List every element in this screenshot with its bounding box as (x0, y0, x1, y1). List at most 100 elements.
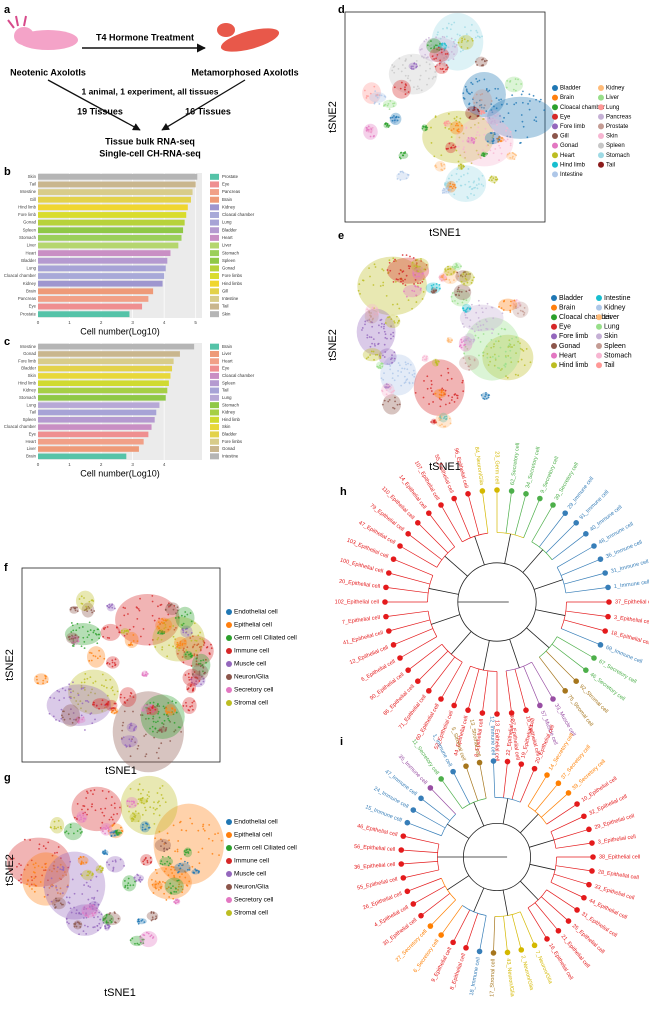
branch (453, 498, 471, 538)
cell-point (495, 107, 498, 110)
cell-point (146, 707, 149, 709)
cell-point (157, 712, 159, 715)
cell-point (445, 190, 448, 193)
cell-cluster (449, 121, 464, 135)
legend-label: Cloacal chamber (559, 314, 612, 321)
cell-point (151, 883, 154, 886)
cell-point (53, 903, 56, 906)
cell-point (514, 305, 517, 308)
cell-point (453, 21, 456, 24)
cell-cluster (43, 851, 106, 920)
cell-point (477, 329, 480, 332)
cell-point (52, 715, 55, 718)
cell-point (447, 120, 450, 123)
cell-point (177, 885, 180, 888)
cell-point (367, 356, 370, 359)
cell-point (469, 185, 472, 188)
cell-point (462, 140, 464, 143)
cell-point (450, 50, 453, 53)
bar (38, 280, 163, 287)
branch (403, 835, 439, 845)
branch (503, 761, 508, 798)
cell-point (499, 369, 502, 371)
cell-point (467, 92, 470, 95)
cell-cluster (484, 131, 501, 145)
cell-point (448, 142, 451, 145)
cell-point (138, 783, 141, 786)
cell-point (156, 638, 159, 641)
cell-point (392, 280, 395, 283)
cell-cluster (485, 110, 502, 125)
cell-point (77, 703, 80, 706)
cell-point (90, 659, 93, 662)
cell-point (30, 876, 33, 878)
cell-point (60, 878, 62, 881)
cell-point (138, 920, 141, 923)
cell-point (203, 641, 206, 644)
cell-point (182, 649, 185, 652)
leaf-node (465, 707, 471, 713)
cell-point (159, 862, 162, 865)
cell-point (108, 603, 111, 606)
cell-cluster (455, 116, 514, 167)
cell-point (105, 920, 108, 923)
cell-point (412, 256, 415, 259)
cell-point (440, 51, 443, 54)
legend-label: Eye (222, 366, 230, 371)
cell-point (379, 366, 382, 369)
cell-point (176, 848, 179, 851)
cell-point (380, 94, 383, 97)
cell-point (458, 290, 461, 293)
cell-point (392, 66, 395, 68)
cell-point (448, 417, 451, 420)
legend-label: Bladder (559, 295, 584, 302)
cell-point (459, 163, 462, 166)
cell-point (383, 399, 386, 402)
cell-cluster (61, 704, 80, 727)
cell-point (486, 121, 489, 124)
cell-point (85, 916, 88, 919)
cell-point (427, 36, 430, 39)
cell-point (432, 393, 435, 396)
cell-point (460, 166, 462, 169)
cell-point (481, 311, 484, 314)
cell-point (476, 35, 479, 38)
cell-point (164, 623, 167, 626)
cell-point (453, 401, 456, 403)
cell-point (467, 273, 470, 276)
cell-point (466, 90, 469, 93)
cell-point (89, 629, 92, 631)
cell-point (178, 883, 181, 886)
cell-point (490, 109, 493, 112)
legend-marker (226, 687, 232, 693)
cell-point (27, 879, 29, 881)
legend-swatch (210, 358, 219, 365)
legend-label: Secretory cell (234, 897, 274, 904)
cell-point (137, 608, 140, 610)
cell-point (498, 136, 500, 138)
cell-point (473, 101, 476, 104)
cell-point (194, 639, 197, 642)
cell-point (164, 841, 167, 844)
cell-point (110, 687, 113, 690)
branch (407, 643, 443, 671)
cell-point (82, 687, 85, 689)
legend-label: Kidney (222, 204, 236, 209)
cell-point (93, 903, 96, 906)
cell-point (183, 870, 186, 873)
cell-point (66, 921, 69, 924)
legend-label: Intestine (222, 453, 239, 458)
cell-point (170, 603, 173, 606)
legend-label: Gonad (559, 343, 580, 350)
cell-point (464, 26, 466, 29)
cell-point (70, 708, 72, 711)
cell-point (451, 339, 453, 342)
leaf-node (574, 907, 580, 913)
cell-point (483, 398, 486, 400)
cell-point (450, 136, 453, 138)
cell-point (412, 369, 415, 372)
cell-point (485, 307, 488, 310)
cell-point (112, 868, 115, 870)
cell-point (462, 132, 465, 135)
branch (563, 619, 606, 632)
